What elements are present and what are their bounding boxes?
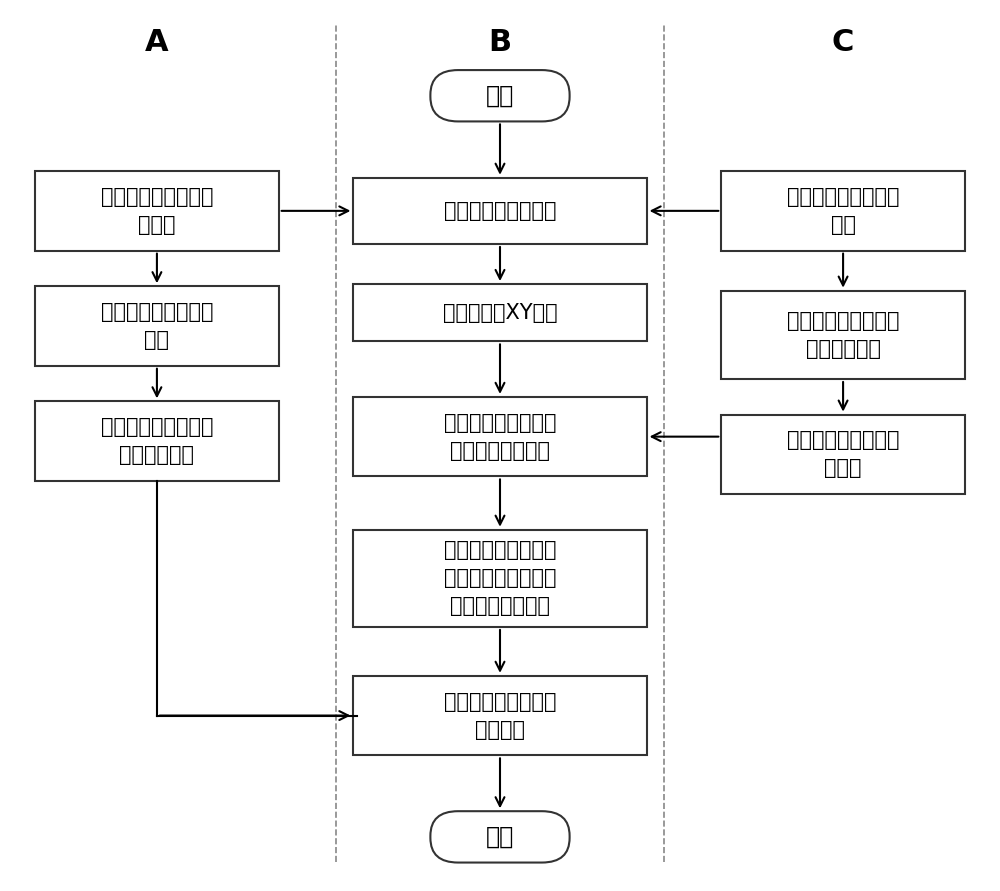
Text: C: C <box>832 29 854 57</box>
FancyBboxPatch shape <box>430 811 570 862</box>
Text: 制备不同老化程度的
绝缘纸板试品: 制备不同老化程度的 绝缘纸板试品 <box>787 311 899 359</box>
Text: 开始: 开始 <box>486 84 514 108</box>
Text: 测量绝缘油的直流电
导率: 测量绝缘油的直流电 导率 <box>787 187 899 235</box>
Text: 建立变压器XY模型: 建立变压器XY模型 <box>443 303 557 323</box>
Text: 现场测量变压器的介
电谱: 现场测量变压器的介 电谱 <box>101 302 213 350</box>
Text: 计算特定频率下变压
器的介损因数: 计算特定频率下变压 器的介损因数 <box>101 417 213 465</box>
FancyBboxPatch shape <box>35 286 279 366</box>
Text: 取被测变压器的绝缘
油试品: 取被测变压器的绝缘 油试品 <box>101 187 213 235</box>
FancyBboxPatch shape <box>353 284 647 341</box>
Text: 计算变压器绝缘纸板
老化程度: 计算变压器绝缘纸板 老化程度 <box>444 691 556 740</box>
FancyBboxPatch shape <box>353 177 647 244</box>
FancyBboxPatch shape <box>721 290 965 379</box>
Text: 获取变压器尺寸参数: 获取变压器尺寸参数 <box>444 200 556 221</box>
FancyBboxPatch shape <box>721 171 965 250</box>
FancyBboxPatch shape <box>353 529 647 627</box>
FancyBboxPatch shape <box>35 401 279 481</box>
Text: 测量绝缘纸板试品的
介电谱: 测量绝缘纸板试品的 介电谱 <box>787 430 899 478</box>
Text: 计算不同老化程度变
压器的整体介电谱: 计算不同老化程度变 压器的整体介电谱 <box>444 413 556 461</box>
FancyBboxPatch shape <box>430 70 570 121</box>
Text: 拟合特定频率下变压
器介损因数与绝缘纸
板老化程度的关系: 拟合特定频率下变压 器介损因数与绝缘纸 板老化程度的关系 <box>444 540 556 617</box>
FancyBboxPatch shape <box>353 396 647 477</box>
Text: A: A <box>145 29 169 57</box>
Text: 结束: 结束 <box>486 825 514 849</box>
FancyBboxPatch shape <box>721 414 965 495</box>
FancyBboxPatch shape <box>35 171 279 250</box>
Text: B: B <box>488 29 512 57</box>
FancyBboxPatch shape <box>353 675 647 756</box>
